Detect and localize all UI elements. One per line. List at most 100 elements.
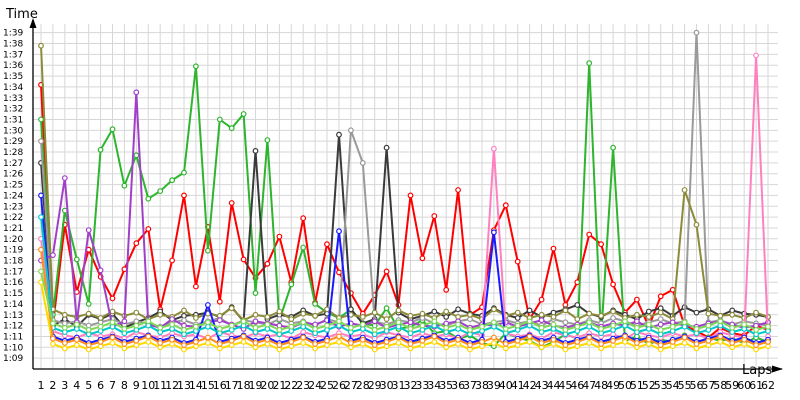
data-point <box>133 240 140 247</box>
y-tick-label: 1:32 <box>3 105 23 115</box>
data-point <box>240 111 247 117</box>
x-tick-label: 4 <box>73 379 80 392</box>
data-point <box>383 316 390 323</box>
data-point <box>407 341 414 347</box>
y-tick-label: 1:30 <box>3 126 23 136</box>
x-tick-label: 12 <box>165 379 179 392</box>
y-tick-label: 1:31 <box>3 116 23 126</box>
data-point <box>431 339 438 345</box>
data-point <box>109 319 116 326</box>
x-tick-label: 7 <box>109 379 116 392</box>
data-point <box>681 334 688 341</box>
x-tick-label: 8 <box>121 379 128 392</box>
x-tick-label: 46 <box>570 379 584 392</box>
y-tick-label: 1:14 <box>3 300 23 310</box>
x-tick-label: 54 <box>666 379 680 392</box>
data-point <box>717 333 724 340</box>
data-point <box>312 312 319 319</box>
data-point <box>502 202 509 209</box>
data-point <box>216 317 223 324</box>
data-point <box>467 311 473 318</box>
y-tick-label: 1:35 <box>3 72 23 82</box>
data-point <box>407 192 414 199</box>
x-axis-title: Laps <box>742 363 772 378</box>
data-point <box>348 306 354 313</box>
data-point <box>133 337 140 344</box>
data-point <box>491 229 497 236</box>
data-point <box>216 116 223 123</box>
data-point <box>729 340 736 346</box>
data-point <box>252 324 259 331</box>
y-axis-arrow <box>29 18 37 28</box>
x-tick-label: 18 <box>237 379 251 392</box>
data-point <box>336 269 342 276</box>
data-point <box>669 323 676 330</box>
x-tick-label: 52 <box>642 379 656 392</box>
data-point <box>133 89 140 96</box>
data-point <box>252 340 259 346</box>
data-point <box>371 342 378 349</box>
data-point <box>693 309 700 316</box>
data-point <box>383 305 390 312</box>
x-tick-label: 25 <box>320 379 334 392</box>
data-point <box>753 327 759 333</box>
data-point <box>645 308 652 315</box>
data-point <box>645 321 652 328</box>
data-point <box>705 322 712 329</box>
x-tick-label: 40 <box>499 379 513 392</box>
x-tick-label: 41 <box>511 379 525 392</box>
data-point <box>526 333 533 340</box>
x-tick-label: 9 <box>133 379 140 392</box>
data-point <box>693 221 700 228</box>
data-point <box>526 339 533 345</box>
x-tick-label: 36 <box>451 379 465 392</box>
data-point <box>348 311 354 318</box>
data-point <box>753 52 759 59</box>
data-point <box>38 192 44 199</box>
data-point <box>538 311 545 318</box>
data-point <box>181 317 187 324</box>
y-tick-label: 1:13 <box>3 311 23 321</box>
data-point <box>73 256 80 263</box>
data-point <box>491 334 497 341</box>
data-point <box>97 323 104 330</box>
x-tick-label: 5 <box>85 379 92 392</box>
data-point <box>61 311 68 318</box>
data-point <box>276 316 283 323</box>
x-tick-label: 28 <box>356 379 370 392</box>
data-point <box>657 309 664 316</box>
data-point <box>157 311 164 318</box>
series-5 <box>38 42 771 324</box>
data-point <box>359 336 366 343</box>
data-point <box>324 306 330 313</box>
data-point <box>455 321 462 328</box>
x-tick-label: 14 <box>189 379 203 392</box>
data-point <box>252 290 259 297</box>
data-point <box>741 336 748 343</box>
data-point <box>645 336 652 343</box>
data-point <box>169 336 176 343</box>
data-point <box>359 159 366 166</box>
data-point <box>586 310 593 317</box>
data-point <box>109 308 116 315</box>
x-tick-label: 27 <box>344 379 358 392</box>
y-tick-label: 1:36 <box>3 61 23 71</box>
x-tick-label: 3 <box>61 379 68 392</box>
data-point <box>431 213 438 219</box>
data-point <box>61 175 68 182</box>
data-point <box>693 326 700 332</box>
data-point <box>467 342 473 349</box>
data-point <box>145 333 152 340</box>
data-point <box>181 169 187 176</box>
y-tick-label: 1:11 <box>3 333 23 343</box>
data-point <box>324 241 330 248</box>
data-point <box>169 177 176 184</box>
data-point <box>276 327 283 333</box>
data-point <box>657 316 664 323</box>
x-tick-label: 47 <box>582 379 596 392</box>
data-point <box>634 296 640 303</box>
data-point <box>455 306 462 313</box>
data-point <box>574 316 581 323</box>
data-point <box>574 323 581 330</box>
x-tick-label: 38 <box>475 379 489 392</box>
